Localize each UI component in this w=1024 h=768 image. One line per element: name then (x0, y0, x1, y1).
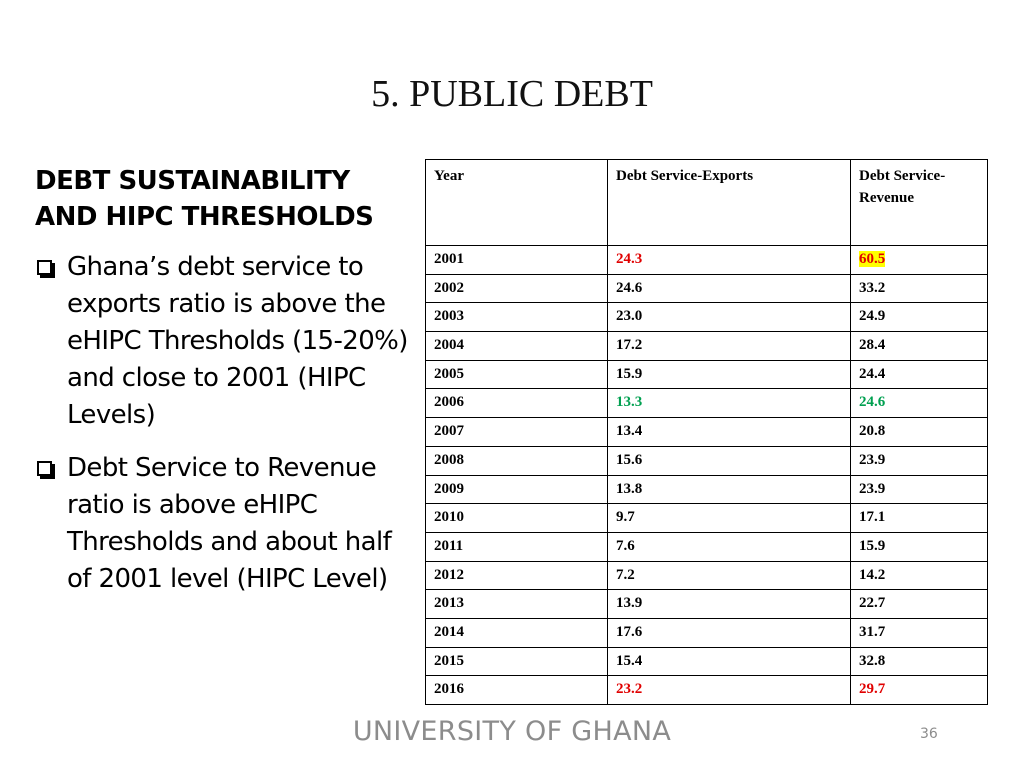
exports-cell: 7.6 (607, 531, 851, 562)
revenue-cell: 23.9 (850, 474, 988, 505)
footer-university: UNIVERSITY OF GHANA (352, 716, 672, 747)
exports-cell: 13.4 (607, 417, 851, 447)
exports-cell: 13.3 (607, 388, 851, 419)
header-year: Year (425, 159, 608, 246)
checkbox-bullet-icon (37, 461, 52, 476)
revenue-cell: 29.7 (850, 675, 988, 705)
year-cell: 2008 (425, 445, 608, 476)
page-number: 36 (920, 726, 938, 742)
year-cell: 2007 (425, 417, 608, 447)
table-row: 2001 24.3 60.5 (425, 245, 988, 275)
year-cell: 2009 (425, 474, 608, 505)
year-cell: 2002 (425, 273, 608, 304)
year-cell: 2016 (425, 675, 608, 705)
exports-cell: 17.2 (607, 331, 851, 361)
revenue-cell: 24.9 (850, 302, 988, 333)
table-row: 2004 17.2 28.4 (425, 331, 988, 361)
revenue-cell: 22.7 (850, 589, 988, 619)
slide-title: 5. PUBLIC DEBT (371, 73, 653, 115)
exports-cell: 17.6 (607, 617, 851, 648)
year-cell: 2015 (425, 646, 608, 677)
year-cell: 2010 (425, 503, 608, 533)
revenue-cell: 24.6 (850, 388, 988, 419)
exports-cell: 23.2 (607, 675, 851, 705)
table-row: 2015 15.4 32.8 (425, 646, 988, 677)
checkbox-bullet-icon (37, 260, 52, 275)
year-cell: 2011 (425, 531, 608, 562)
section-heading: DEBT SUSTAINABILITY AND HIPC THRESHOLDS (35, 166, 374, 232)
revenue-cell: 60.5 (850, 245, 988, 275)
table-row: 2006 13.3 24.6 (425, 388, 988, 419)
table-row: 2016 23.2 29.7 (425, 675, 988, 705)
table-row: 2013 13.9 22.7 (425, 589, 988, 619)
year-cell: 2014 (425, 617, 608, 648)
revenue-cell: 24.4 (850, 359, 988, 390)
table-row: 2008 15.6 23.9 (425, 445, 988, 476)
header-debt-service-revenue: Debt Service-Revenue (850, 159, 988, 246)
exports-cell: 24.6 (607, 273, 851, 304)
year-cell: 2001 (425, 245, 608, 275)
table-row: 2007 13.4 20.8 (425, 417, 988, 447)
table-row: 2014 17.6 31.7 (425, 617, 988, 648)
table-row: 2005 15.9 24.4 (425, 359, 988, 390)
exports-cell: 15.6 (607, 445, 851, 476)
revenue-cell: 33.2 (850, 273, 988, 304)
revenue-cell: 28.4 (850, 331, 988, 361)
text-panel: DEBT SUSTAINABILITY AND HIPC THRESHOLDS … (35, 163, 410, 614)
year-cell: 2003 (425, 302, 608, 333)
revenue-cell: 14.2 (850, 560, 988, 591)
table-row: 2003 23.0 24.9 (425, 302, 988, 333)
bullet-text: Ghana’s debt service to exports ratio is… (67, 252, 408, 430)
year-cell: 2006 (425, 388, 608, 419)
year-cell: 2005 (425, 359, 608, 390)
year-cell: 2004 (425, 331, 608, 361)
exports-cell: 9.7 (607, 503, 851, 533)
year-cell: 2012 (425, 560, 608, 591)
revenue-cell: 32.8 (850, 646, 988, 677)
revenue-cell: 31.7 (850, 617, 988, 648)
debt-table-container: Year Debt Service-Exports Debt Service-R… (425, 159, 988, 705)
table-row: 2011 7.6 15.9 (425, 531, 988, 562)
table-header-row: Year Debt Service-Exports Debt Service-R… (425, 159, 988, 246)
exports-cell: 7.2 (607, 560, 851, 591)
bullet-item: Ghana’s debt service to exports ratio is… (35, 249, 410, 434)
header-debt-service-exports: Debt Service-Exports (607, 159, 851, 246)
exports-cell: 15.9 (607, 359, 851, 390)
exports-cell: 13.8 (607, 474, 851, 505)
exports-cell: 24.3 (607, 245, 851, 275)
revenue-cell: 20.8 (850, 417, 988, 447)
year-cell: 2013 (425, 589, 608, 619)
table-row: 2009 13.8 23.9 (425, 474, 988, 505)
bullet-item: Debt Service to Revenue ratio is above e… (35, 450, 410, 598)
debt-service-table: Year Debt Service-Exports Debt Service-R… (425, 159, 988, 705)
bullet-text: Debt Service to Revenue ratio is above e… (67, 453, 392, 594)
exports-cell: 15.4 (607, 646, 851, 677)
revenue-cell: 17.1 (850, 503, 988, 533)
table-row: 2012 7.2 14.2 (425, 560, 988, 591)
revenue-cell: 23.9 (850, 445, 988, 476)
revenue-cell: 15.9 (850, 531, 988, 562)
table-row: 2002 24.6 33.2 (425, 273, 988, 304)
highlighted-value: 60.5 (859, 251, 886, 267)
exports-cell: 23.0 (607, 302, 851, 333)
exports-cell: 13.9 (607, 589, 851, 619)
table-row: 2010 9.7 17.1 (425, 503, 988, 533)
